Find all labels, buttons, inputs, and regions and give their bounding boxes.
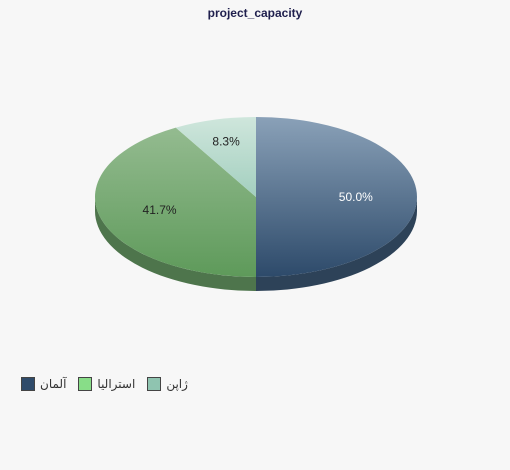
legend-item-1[interactable]: استرالیا <box>78 377 135 391</box>
legend-item-2[interactable]: ژاپن <box>147 377 188 391</box>
legend-item-0[interactable]: آلمان <box>21 377 66 391</box>
legend-label-1: استرالیا <box>97 377 136 391</box>
legend-label-0: آلمان <box>40 377 67 391</box>
legend: آلمان استرالیا ژاپن <box>21 377 188 391</box>
chart-title: project_capacity <box>207 6 303 20</box>
legend-label-2: ژاپن <box>166 377 188 391</box>
pie-side-0 <box>256 197 417 291</box>
legend-swatch-1 <box>78 377 93 391</box>
pie-slice-0[interactable] <box>256 117 417 277</box>
legend-swatch-0 <box>21 377 35 391</box>
pie-slice-2[interactable] <box>175 117 256 197</box>
pie-side-1 <box>95 197 256 291</box>
slice-label-1: 41.7% <box>143 203 177 217</box>
slice-label-0: 50.0% <box>339 190 373 204</box>
legend-swatch-2 <box>147 377 162 391</box>
slice-label-2: 8.3% <box>212 134 240 148</box>
pie-slice-1[interactable] <box>94 127 256 278</box>
